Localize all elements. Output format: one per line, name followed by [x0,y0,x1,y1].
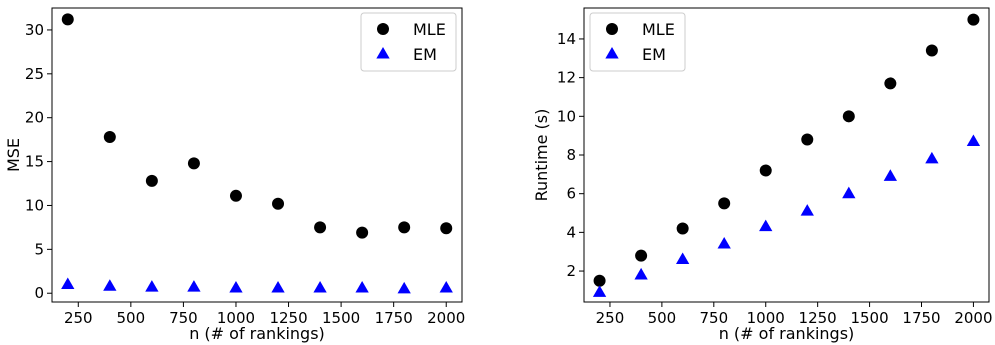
x-tick-label: 500 [648,309,677,327]
x-tick-label: 750 [169,309,198,327]
point-em [397,281,411,294]
point-em [759,219,773,232]
y-axis-label: MSE [4,138,23,172]
point-em [229,280,243,293]
point-em [145,280,159,292]
y-tick-label: 8 [566,146,576,164]
point-em [271,280,285,293]
y-tick-label: 12 [557,69,576,87]
x-tick-label: 1000 [747,309,785,327]
point-mle [398,221,411,234]
y-tick-label: 30 [25,21,44,39]
chart-panel-1: 250 500 750 1000 1250 1500 1750 2000 0 5 10 15 20 25 3… [4,7,465,343]
point-mle [272,197,285,210]
point-mle [61,13,74,26]
point-em [842,186,856,199]
point-mle [925,44,938,57]
x-tick-label: 1500 [850,309,888,327]
y-tick-label: 4 [566,223,576,241]
point-em [883,169,897,181]
point-mle [635,249,648,262]
x-tick-label: 750 [699,309,728,327]
point-em [800,204,814,216]
legend-label-em: EM [413,45,437,64]
legend-label-em: EM [642,45,666,64]
point-em [717,236,731,249]
point-em [103,279,117,291]
chart-panel-2: 250 500 750 1000 1250 1500 1750 2000 2 4 6 8 10 12 14 n… [532,7,993,343]
y-axis-label: Runtime (s) [532,109,551,202]
y-tick-label: 15 [25,153,44,171]
x-tick-label: 1750 [902,309,940,327]
y-tick-label: 6 [566,185,576,203]
point-mle [967,13,980,26]
x-tick-label: 1500 [322,309,360,327]
y-tick-label: 20 [25,109,44,127]
legend-marker-mle [377,23,389,35]
point-em [676,252,690,264]
point-em [355,280,369,293]
point-mle [759,164,772,177]
x-tick-label: 1750 [375,309,413,327]
y-tick-label: 0 [34,284,44,302]
x-tick-label: 250 [64,309,93,327]
x-tick-label: 500 [117,309,146,327]
x-tick-label: 1000 [217,309,255,327]
y-tick-label: 2 [566,262,576,280]
x-tick-label: 1250 [799,309,837,327]
legend-marker-em [605,47,619,59]
point-mle [718,197,731,210]
point-em [61,277,75,289]
point-em [439,280,453,293]
x-axis-label: n (# of rankings) [189,324,325,343]
point-mle [440,222,453,235]
y-tick-label: 10 [557,107,576,125]
y-tick-label: 25 [25,65,44,83]
point-mle [145,174,158,187]
legend-label-mle: MLE [642,20,675,39]
legend: MLE EM [360,12,457,72]
y-tick-label: 5 [34,240,44,258]
y-tick-label: 10 [25,196,44,214]
x-axis-label: n (# of rankings) [719,324,855,343]
point-mle [314,221,327,234]
x-tick-label: 2000 [954,309,992,327]
x-tick-label: 1250 [269,309,307,327]
point-mle [801,133,814,146]
point-mle [884,77,897,90]
point-mle [103,131,116,144]
point-mle [676,222,689,235]
legend: MLE EM [589,12,686,72]
x-tick-label: 2000 [427,309,465,327]
point-em [187,280,201,292]
point-em [925,151,939,164]
point-mle [593,274,606,287]
point-em [966,134,981,147]
x-tick-label: 250 [596,309,625,327]
point-em [634,267,648,280]
plot-frame [51,7,463,303]
legend-marker-mle [606,23,618,35]
y-tick-label: 14 [557,30,576,48]
legend-marker-em [376,47,390,59]
point-mle [187,157,200,170]
point-mle [356,226,369,239]
point-em [313,280,327,293]
point-mle [229,189,242,202]
legend-label-mle: MLE [413,20,446,39]
point-em [592,285,607,297]
point-mle [842,110,855,123]
